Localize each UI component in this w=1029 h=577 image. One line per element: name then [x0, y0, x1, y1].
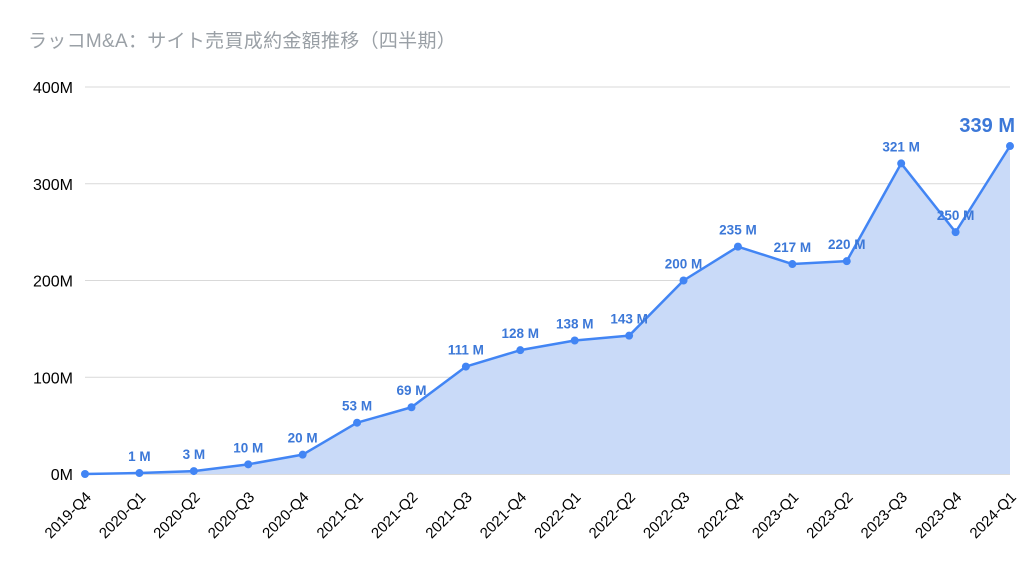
data-point — [407, 403, 416, 412]
data-point — [625, 331, 634, 340]
data-point — [733, 242, 742, 251]
data-point — [81, 470, 89, 478]
area-fill — [85, 146, 1010, 474]
x-axis-label: 2021-Q1 — [314, 489, 367, 542]
x-axis-label: 2023-Q4 — [912, 489, 965, 542]
data-point — [570, 336, 579, 345]
data-label: 1 M — [128, 449, 151, 464]
x-axis-label: 2021-Q2 — [368, 489, 421, 542]
data-point — [135, 469, 144, 478]
x-axis-label: 2023-Q1 — [749, 489, 802, 542]
data-label: 128 M — [502, 326, 540, 341]
data-label: 138 M — [556, 316, 594, 331]
x-axis-label: 2023-Q3 — [858, 489, 911, 542]
x-axis-label: 2020-Q2 — [150, 489, 203, 542]
data-point — [842, 257, 851, 266]
data-label: 3 M — [183, 447, 206, 462]
data-point — [461, 362, 470, 371]
x-axis-label: 2020-Q1 — [96, 489, 149, 542]
x-axis-label: 2024-Q1 — [967, 489, 1020, 542]
series-line — [83, 144, 1012, 476]
data-label: 200 M — [665, 257, 703, 272]
data-point — [1006, 142, 1014, 151]
data-point — [353, 418, 362, 427]
x-axis-label: 2020-Q3 — [205, 489, 258, 542]
y-axis-label: 0M — [51, 467, 73, 484]
data-label: 69 M — [396, 383, 426, 398]
y-axis-label: 400M — [33, 80, 73, 97]
data-label: 20 M — [288, 431, 318, 446]
x-axis-label: 2020-Q4 — [259, 489, 312, 542]
data-label: 220 M — [828, 237, 866, 252]
data-point — [516, 346, 525, 355]
data-point — [189, 467, 198, 476]
chart-title: ラッコM&A：サイト売買成約金額推移（四半期） — [28, 31, 457, 52]
x-axis-label: 2022-Q2 — [586, 489, 639, 542]
data-label: 217 M — [774, 240, 812, 255]
data-label-highlight: 339 M — [959, 115, 1015, 137]
data-label: 111 M — [448, 343, 484, 358]
y-axis-label: 100M — [33, 370, 73, 387]
x-axis-label: 2021-Q3 — [422, 489, 475, 542]
data-point — [298, 450, 307, 459]
data-point — [679, 276, 688, 285]
data-point — [788, 260, 797, 269]
x-axis-label: 2021-Q4 — [477, 489, 530, 542]
y-axis-label: 300M — [33, 177, 73, 194]
x-axis-label: 2022-Q4 — [694, 489, 747, 542]
x-axis-label: 2019-Q4 — [42, 489, 95, 542]
data-point — [951, 228, 960, 237]
data-label: 143 M — [610, 312, 648, 327]
x-axis-label: 2022-Q1 — [531, 489, 584, 542]
x-axis-label: 2022-Q3 — [640, 489, 693, 542]
x-axis-label: 2023-Q2 — [803, 489, 856, 542]
data-point — [244, 460, 253, 469]
y-axis-label: 200M — [33, 274, 73, 291]
data-label: 250 M — [937, 208, 975, 223]
data-point — [897, 159, 906, 168]
data-label: 235 M — [719, 223, 757, 238]
data-label: 53 M — [342, 399, 372, 414]
data-label: 321 M — [882, 139, 920, 154]
data-label: 10 M — [233, 440, 263, 455]
